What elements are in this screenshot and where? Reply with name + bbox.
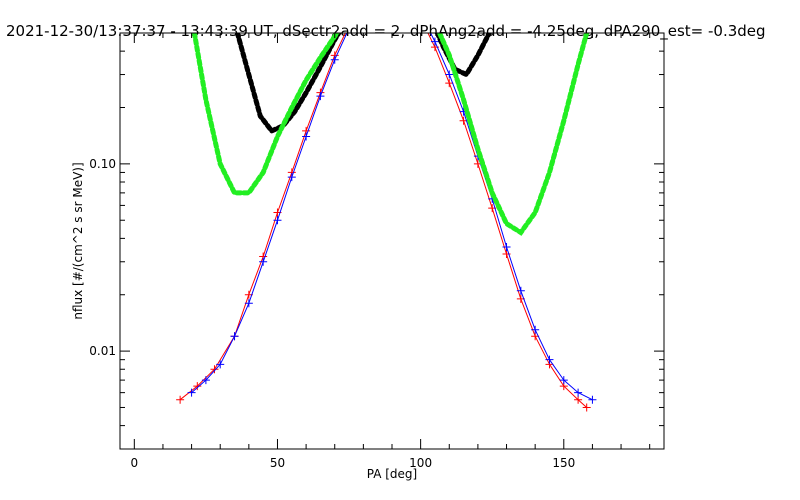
series-1-point — [531, 325, 540, 334]
y-tick-label: 0.10 — [89, 157, 116, 171]
series-1-point — [259, 257, 268, 266]
series-1-point — [302, 132, 311, 141]
x-tick-label: 150 — [552, 456, 575, 470]
series-0 — [176, 0, 591, 412]
series-1-point — [359, 0, 367, 7]
series-0-point — [176, 395, 185, 404]
x-tick-label: 0 — [130, 456, 138, 470]
series-3 — [191, 33, 590, 236]
series-1-point — [187, 388, 196, 397]
x-tick-label: 50 — [270, 456, 285, 470]
series-1-point — [445, 70, 454, 79]
plot-frame — [119, 32, 665, 450]
series-0-point — [582, 403, 591, 412]
series-1-point — [430, 37, 439, 46]
series-1-point — [230, 332, 239, 341]
series-0-point — [210, 365, 219, 374]
series-0-point — [574, 395, 583, 404]
series-1-point — [287, 173, 296, 182]
series-0-point — [193, 382, 202, 391]
series-1-point — [216, 360, 225, 369]
series-0-point — [405, 0, 413, 4]
y-axis-label: nflux [#/(cm^2 s sr MeV)] — [71, 162, 85, 319]
series-0-point — [417, 14, 425, 22]
series-3-line — [191, 33, 590, 236]
series-0-point — [359, 0, 367, 5]
series-1-point — [559, 376, 568, 385]
series-1-point — [201, 376, 210, 385]
y-tick-label: 0.01 — [89, 344, 116, 358]
series-1-point — [574, 388, 583, 397]
x-tick-label: 100 — [409, 456, 432, 470]
x-axis-label: PA [deg] — [367, 467, 417, 481]
series-1-point — [405, 0, 413, 1]
series-0-line — [179, 33, 588, 408]
series-1-point — [588, 395, 597, 404]
series-0-point — [445, 79, 454, 88]
series-1-point — [273, 216, 282, 225]
series-1-point — [545, 355, 554, 364]
series-1-point — [417, 9, 425, 17]
series-1 — [187, 0, 597, 404]
series-1-point — [502, 242, 511, 251]
series-1-point — [244, 299, 253, 308]
plot-marks — [176, 0, 597, 412]
series-1-point — [330, 55, 339, 64]
series-1-point — [516, 286, 525, 295]
series-1-point — [316, 92, 325, 101]
series-1-line — [191, 33, 593, 401]
